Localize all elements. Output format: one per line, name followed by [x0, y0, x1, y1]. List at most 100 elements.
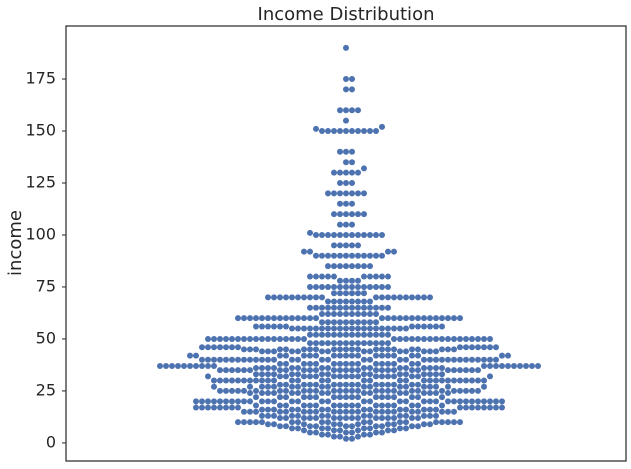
- dot: [301, 414, 307, 421]
- dot: [361, 231, 367, 238]
- dot: [313, 373, 319, 380]
- dot: [403, 365, 409, 372]
- dot: [355, 394, 361, 401]
- dot: [259, 335, 265, 342]
- dot: [469, 377, 475, 384]
- dot: [331, 273, 337, 280]
- dot: [457, 344, 463, 351]
- dot: [211, 356, 217, 363]
- dot: [385, 294, 391, 301]
- dot: [331, 421, 337, 428]
- dot: [325, 431, 331, 438]
- dot: [361, 340, 367, 347]
- dot: [445, 398, 451, 405]
- dot: [361, 263, 367, 270]
- dot: [385, 408, 391, 415]
- dot: [427, 398, 433, 405]
- dot: [409, 335, 415, 342]
- dot: [439, 394, 445, 401]
- dot: [409, 352, 415, 359]
- dot: [379, 373, 385, 380]
- dot: [319, 340, 325, 347]
- dot: [253, 408, 259, 415]
- dot: [421, 412, 427, 419]
- dot: [205, 398, 211, 405]
- dot: [337, 231, 343, 238]
- dot: [205, 404, 211, 411]
- dot: [373, 346, 379, 353]
- dot: [349, 252, 355, 259]
- dot: [349, 211, 355, 218]
- dot: [337, 346, 343, 353]
- dot: [379, 283, 385, 290]
- y-tick-label: 175: [25, 69, 56, 88]
- dot: [349, 298, 355, 305]
- dot: [343, 44, 349, 51]
- dot: [343, 211, 349, 218]
- dot: [283, 387, 289, 394]
- dot: [361, 190, 367, 197]
- dot: [385, 340, 391, 347]
- dot: [355, 310, 361, 317]
- dot: [355, 352, 361, 359]
- dot: [337, 190, 343, 197]
- dot: [277, 387, 283, 394]
- dot: [361, 165, 367, 172]
- dot: [457, 398, 463, 405]
- dot: [181, 362, 187, 369]
- dot: [247, 398, 253, 405]
- dot: [511, 362, 517, 369]
- dot: [325, 348, 331, 355]
- dot: [331, 310, 337, 317]
- dot: [331, 381, 337, 388]
- dot: [385, 427, 391, 434]
- dot: [361, 290, 367, 297]
- dot: [487, 404, 493, 411]
- dot: [343, 304, 349, 311]
- dot: [283, 423, 289, 430]
- dot: [361, 128, 367, 135]
- dot: [295, 419, 301, 426]
- dot: [337, 427, 343, 434]
- dot: [343, 117, 349, 124]
- dot: [265, 365, 271, 372]
- dot: [391, 335, 397, 342]
- dot: [325, 425, 331, 432]
- dot: [361, 348, 367, 355]
- dot: [247, 408, 253, 415]
- dot: [211, 362, 217, 369]
- dot: [247, 377, 253, 384]
- dot: [349, 340, 355, 347]
- dot: [295, 383, 301, 390]
- dot: [397, 335, 403, 342]
- dot: [259, 377, 265, 384]
- dot: [367, 340, 373, 347]
- dot: [271, 348, 277, 355]
- dot: [307, 304, 313, 311]
- dot: [325, 283, 331, 290]
- dot: [241, 315, 247, 322]
- dot: [349, 76, 355, 83]
- dot: [271, 365, 277, 372]
- dot: [391, 346, 397, 353]
- dot: [325, 298, 331, 305]
- dot: [205, 335, 211, 342]
- dot: [295, 365, 301, 372]
- dot: [505, 362, 511, 369]
- dot: [361, 425, 367, 432]
- dot: [349, 394, 355, 401]
- dot: [391, 294, 397, 301]
- dot: [415, 394, 421, 401]
- dot: [361, 273, 367, 280]
- dot: [217, 335, 223, 342]
- dot: [349, 325, 355, 332]
- dot: [277, 346, 283, 353]
- dot: [385, 304, 391, 311]
- dot: [319, 412, 325, 419]
- dot: [307, 423, 313, 430]
- dot: [349, 408, 355, 415]
- dot: [343, 325, 349, 332]
- dot: [439, 387, 445, 394]
- dot: [373, 331, 379, 338]
- dot: [313, 294, 319, 301]
